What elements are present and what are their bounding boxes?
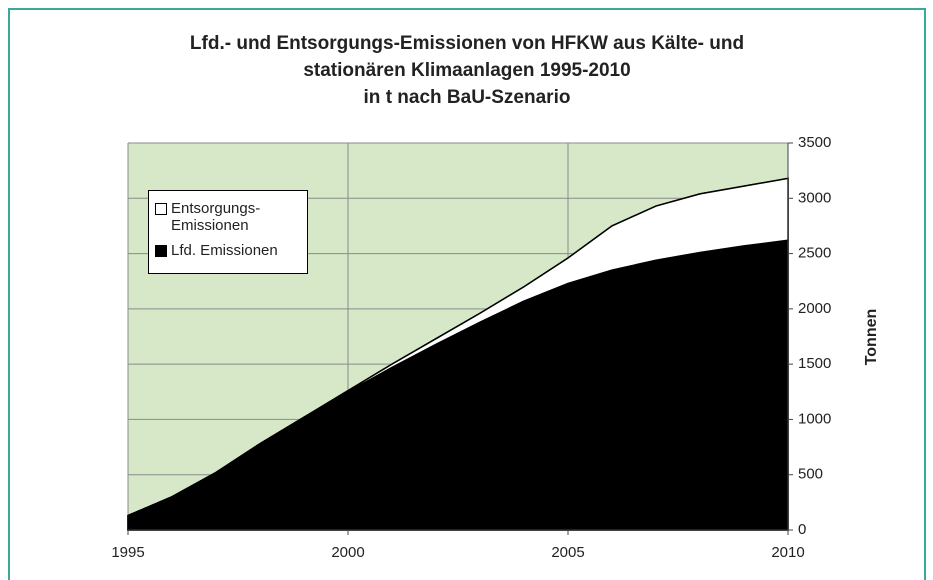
- legend-label: Entsorgungs-Emissionen: [171, 200, 261, 234]
- x-tick-label: 2000: [331, 544, 364, 561]
- x-tick-label: 2005: [551, 544, 584, 561]
- legend-swatch: [155, 245, 167, 257]
- y-tick-label: 2500: [798, 245, 831, 262]
- legend-swatch: [155, 203, 167, 215]
- chart-title: Lfd.- und Entsorgungs-Emissionen von HFK…: [189, 33, 745, 81]
- frame: [8, 8, 926, 580]
- y-tick-label: 3500: [798, 134, 831, 151]
- chart-title-block: Lfd.- und Entsorgungs-Emissionen von HFK…: [137, 30, 797, 111]
- y-tick-label: 2000: [798, 300, 831, 317]
- y-axis-label: Tonnen: [863, 309, 880, 366]
- legend: Entsorgungs-Emissionen Lfd. Emissionen: [148, 190, 308, 274]
- legend-item: Lfd. Emissionen: [153, 242, 303, 259]
- y-tick-label: 1000: [798, 410, 831, 427]
- y-tick-label: 3000: [798, 189, 831, 206]
- y-tick-label: 500: [798, 466, 823, 483]
- chart-subtitle: in t nach BaU-Szenario: [363, 87, 571, 108]
- legend-label: Lfd. Emissionen: [171, 242, 278, 259]
- x-tick-label: 1995: [111, 544, 144, 561]
- legend-item: Entsorgungs-Emissionen: [153, 200, 303, 234]
- x-tick-label: 2010: [771, 544, 804, 561]
- y-tick-label: 1500: [798, 355, 831, 372]
- y-tick-label: 0: [798, 521, 806, 538]
